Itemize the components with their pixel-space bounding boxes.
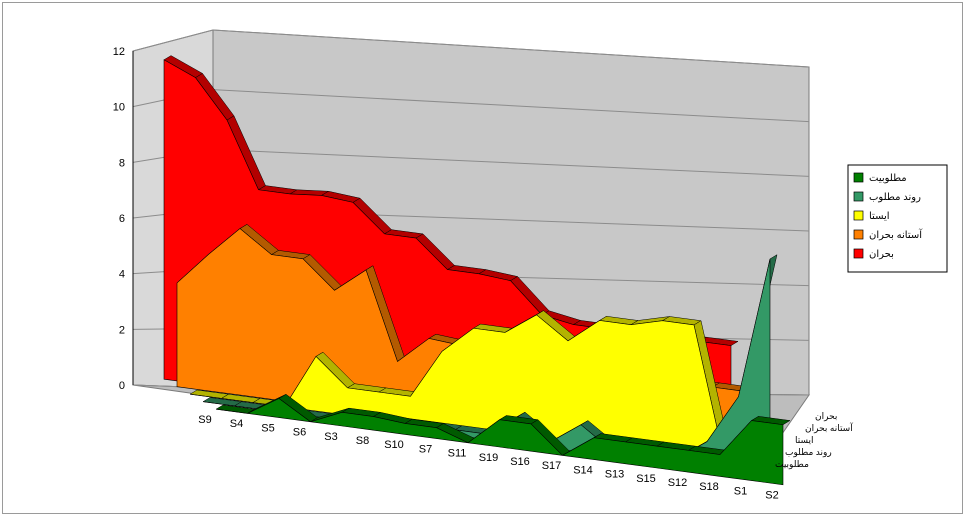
y-tick-label: 6 xyxy=(119,213,125,225)
series-2 xyxy=(189,310,765,471)
legend-swatch xyxy=(853,191,864,202)
x-tick-label: S16 xyxy=(510,456,530,468)
chart-frame: 0 2 4 6 8 10 12 S9 S4 S5 S6 S3 S8 S10 S7 S11 S19 S16 S17 S… xyxy=(2,2,963,514)
depth-label: روند مطلوب xyxy=(785,447,832,457)
x-tick-label: S11 xyxy=(448,448,467,460)
y-tick-label: 4 xyxy=(119,269,125,281)
x-tick-label: S7 xyxy=(419,443,432,455)
y-tick-label: 0 xyxy=(119,380,125,392)
x-tick-label: S9 xyxy=(198,414,211,426)
x-tick-label: S4 xyxy=(230,418,243,430)
y-tick-label: 12 xyxy=(113,46,125,58)
y-tick-label: 10 xyxy=(113,102,125,114)
legend-label: روند مطلوب xyxy=(869,192,921,203)
x-tick-label: S19 xyxy=(479,452,499,464)
x-tick-label: S10 xyxy=(384,439,404,451)
x-tick-label: S3 xyxy=(324,431,337,443)
gridline xyxy=(212,89,810,123)
x-tick-label: S12 xyxy=(668,477,688,489)
depth-label: ايستا xyxy=(795,435,814,445)
y-axis: 0 2 4 6 8 10 12 xyxy=(113,46,134,392)
legend-label: ايستا xyxy=(869,211,890,222)
x-tick-label: S15 xyxy=(636,473,656,485)
legend-label: بحران xyxy=(869,249,894,260)
legend: مطلوبيت روند مطلوب ايستا آستانه بحران بحران xyxy=(847,164,948,273)
x-tick-label: S14 xyxy=(573,464,593,476)
x-tick-label: S1 xyxy=(734,485,747,497)
legend-label: آستانه بحران xyxy=(869,228,923,241)
x-tick-label: S17 xyxy=(542,460,562,472)
depth-label: بحران xyxy=(815,411,837,421)
series-layer xyxy=(163,55,791,486)
depth-label: مطلوبيت xyxy=(775,459,809,469)
gridline-side xyxy=(132,29,214,52)
legend-swatch xyxy=(853,229,864,240)
depth-label: آستانه بحران xyxy=(805,422,853,433)
y-tick-label: 2 xyxy=(119,324,125,336)
x-tick-label: S18 xyxy=(699,481,719,493)
y-tick-label: 8 xyxy=(119,157,125,169)
gridline xyxy=(212,29,810,68)
legend-swatch xyxy=(853,172,864,183)
series-area xyxy=(215,398,784,486)
x-tick-label: S8 xyxy=(356,435,369,447)
x-tick-label: S2 xyxy=(765,490,778,502)
x-tick-label: S6 xyxy=(293,427,306,439)
x-tick-label: S5 xyxy=(261,422,274,434)
gridline xyxy=(212,148,810,177)
x-tick-label: S13 xyxy=(605,469,625,481)
legend-swatch xyxy=(853,210,864,221)
x-axis: S9 S4 S5 S6 S3 S8 S10 S7 S11 S19 S16 S17 S14 S13 S15 S1… xyxy=(198,414,778,502)
legend-label: مطلوبيت xyxy=(869,173,907,184)
legend-swatch xyxy=(853,248,864,259)
series-4 xyxy=(215,393,791,486)
legend-box xyxy=(847,164,948,273)
